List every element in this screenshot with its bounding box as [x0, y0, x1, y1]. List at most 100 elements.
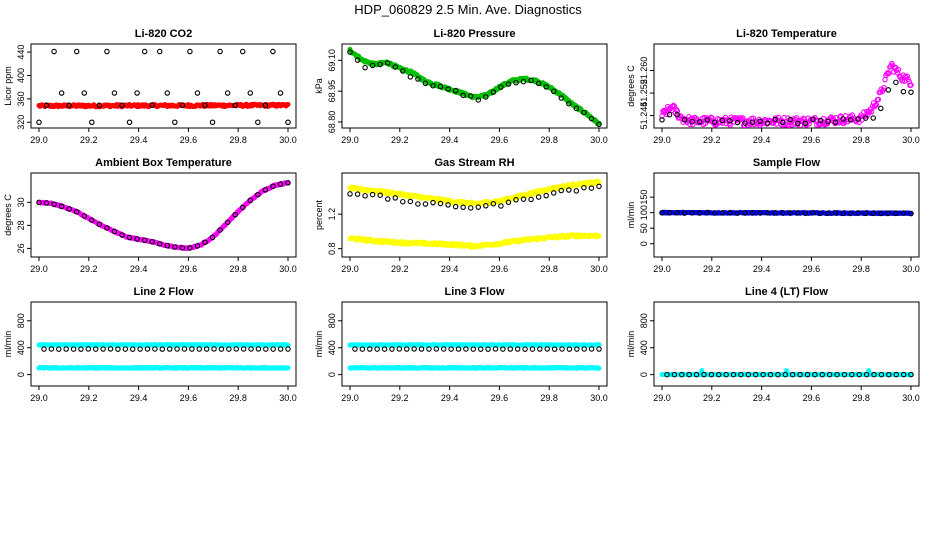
data-point	[767, 371, 774, 378]
chart-title: Li-820 CO2	[135, 28, 192, 40]
data-point	[78, 346, 84, 352]
data-point	[63, 346, 69, 352]
y-tick-label: 0	[639, 372, 649, 377]
data-point	[679, 371, 685, 378]
x-tick-label: 29.6	[180, 135, 198, 145]
x-tick-label: 29.6	[180, 393, 198, 403]
data-point	[573, 105, 580, 112]
chart-panel-6: Line 2 Flow 29.0 29.2 29.4 29.6 29.8 30.0 0 400 8…	[3, 286, 297, 403]
data-point	[795, 120, 801, 127]
x-tick-label: 29.2	[703, 393, 721, 403]
data-point	[407, 198, 414, 205]
data-point	[415, 201, 421, 207]
data-point	[475, 97, 482, 103]
data-point	[381, 346, 388, 352]
data-point	[411, 346, 417, 352]
data-point	[448, 346, 454, 352]
data-point	[745, 371, 752, 378]
data-point	[908, 82, 914, 88]
data-point	[347, 49, 353, 55]
y-tick-label: 51.244	[639, 102, 649, 130]
data-point	[218, 346, 225, 352]
data-point	[73, 209, 80, 215]
data-point	[681, 210, 688, 216]
data-point	[119, 232, 125, 238]
data-point	[369, 62, 376, 69]
data-point	[141, 48, 148, 55]
x-tick-label: 29.8	[852, 135, 870, 145]
data-point	[802, 210, 809, 217]
series-0	[36, 342, 291, 348]
data-point	[422, 201, 429, 207]
data-point	[715, 371, 722, 378]
data-point	[455, 346, 462, 352]
chart-title: Li-820 Pressure	[434, 28, 516, 40]
series-0	[347, 178, 602, 207]
series-0	[659, 60, 914, 129]
data-point	[849, 371, 855, 378]
data-point	[886, 70, 892, 77]
chart-title: Sample Flow	[753, 157, 821, 169]
data-point	[664, 371, 670, 378]
data-point	[749, 210, 756, 216]
y-axis-label: degrees C	[3, 194, 13, 236]
data-point	[477, 346, 484, 352]
y-tick-label: 440	[16, 45, 26, 60]
data-point	[819, 371, 826, 378]
data-point	[490, 200, 497, 207]
data-point	[528, 196, 534, 203]
data-point	[189, 346, 195, 352]
data-point	[551, 346, 558, 352]
data-point	[659, 210, 665, 216]
x-tick-label: 30.0	[279, 264, 297, 274]
data-point	[81, 213, 88, 219]
data-point	[233, 346, 239, 352]
data-point	[209, 234, 216, 241]
y-axis-label: ml/min	[314, 331, 324, 358]
data-point	[187, 245, 193, 251]
data-point	[134, 90, 140, 96]
data-point	[893, 210, 899, 216]
series-0	[36, 180, 291, 252]
data-point	[712, 119, 718, 125]
data-point	[795, 210, 801, 216]
data-point	[66, 206, 72, 212]
data-point	[772, 210, 778, 216]
data-point	[740, 115, 746, 121]
plot-frame	[30, 301, 297, 387]
data-point	[347, 191, 353, 197]
data-point	[522, 346, 528, 352]
data-point	[573, 188, 580, 194]
data-point	[389, 346, 395, 352]
data-point	[354, 57, 361, 63]
data-point	[377, 61, 383, 68]
data-point	[574, 346, 580, 352]
data-point	[470, 346, 477, 352]
data-point	[596, 121, 602, 128]
data-point	[659, 117, 665, 123]
chart-panel-1: Li-820 Pressure 29.0 29.2 29.4 29.6 29.8 30.0 6…	[314, 28, 608, 145]
data-point	[156, 241, 163, 247]
x-tick-label: 29.6	[491, 264, 509, 274]
y-tick-label: 69.10	[327, 49, 337, 72]
data-point	[224, 219, 231, 226]
x-tick-label: 29.8	[540, 393, 558, 403]
data-point	[543, 84, 549, 90]
x-tick-label: 29.2	[391, 264, 409, 274]
series-1	[659, 79, 914, 127]
data-point	[704, 209, 711, 216]
data-point	[878, 371, 885, 378]
data-point	[830, 115, 836, 122]
data-point	[779, 119, 786, 126]
data-point	[787, 116, 794, 123]
data-point	[757, 118, 763, 124]
data-point	[452, 87, 459, 94]
x-tick-label: 29.8	[229, 135, 247, 145]
data-point	[475, 204, 482, 210]
series-0	[347, 342, 602, 348]
data-point	[870, 115, 877, 121]
data-point	[752, 371, 759, 378]
x-tick-label: 29.2	[391, 393, 409, 403]
data-point	[152, 346, 158, 352]
data-point	[500, 346, 506, 352]
